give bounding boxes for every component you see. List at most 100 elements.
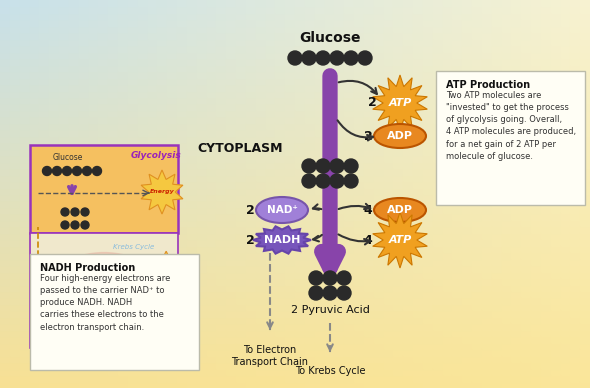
- Bar: [413, 102, 424, 110]
- Bar: [521, 309, 532, 317]
- Bar: [403, 199, 414, 207]
- Bar: [285, 258, 296, 265]
- Bar: [167, 128, 178, 136]
- Bar: [255, 212, 267, 220]
- Bar: [167, 232, 178, 239]
- Bar: [324, 31, 335, 39]
- Bar: [0, 251, 11, 259]
- Bar: [40, 102, 50, 110]
- Bar: [354, 381, 365, 388]
- Bar: [49, 83, 60, 90]
- Bar: [423, 70, 434, 78]
- Bar: [108, 322, 119, 330]
- Text: ATP: ATP: [388, 98, 412, 108]
- Bar: [177, 18, 188, 26]
- Bar: [49, 309, 60, 317]
- Bar: [354, 76, 365, 84]
- Bar: [394, 284, 404, 291]
- Bar: [373, 57, 385, 65]
- Bar: [59, 173, 70, 181]
- Bar: [521, 238, 532, 246]
- Bar: [128, 115, 139, 123]
- Bar: [413, 238, 424, 246]
- Bar: [373, 0, 385, 7]
- Bar: [571, 135, 581, 142]
- Bar: [19, 258, 31, 265]
- Bar: [266, 102, 276, 110]
- Bar: [187, 284, 198, 291]
- Bar: [295, 309, 306, 317]
- Bar: [128, 161, 139, 168]
- Bar: [442, 225, 453, 233]
- Bar: [502, 335, 512, 343]
- Bar: [49, 290, 60, 298]
- Circle shape: [330, 174, 344, 188]
- Bar: [59, 225, 70, 233]
- Bar: [0, 309, 11, 317]
- Bar: [206, 348, 217, 356]
- Bar: [531, 303, 542, 310]
- Bar: [19, 115, 31, 123]
- Bar: [394, 258, 404, 265]
- Bar: [266, 122, 276, 129]
- Bar: [10, 173, 21, 181]
- Bar: [148, 284, 158, 291]
- Bar: [502, 206, 512, 213]
- Bar: [305, 367, 316, 375]
- Bar: [10, 219, 21, 226]
- Bar: [108, 76, 119, 84]
- Bar: [59, 219, 70, 226]
- Bar: [344, 245, 355, 252]
- Bar: [266, 232, 276, 239]
- Bar: [276, 31, 286, 39]
- Bar: [403, 342, 414, 349]
- Bar: [226, 219, 237, 226]
- Bar: [403, 122, 414, 129]
- Bar: [148, 245, 158, 252]
- Bar: [236, 51, 247, 58]
- Bar: [246, 264, 257, 272]
- Bar: [19, 12, 31, 19]
- Bar: [472, 187, 483, 194]
- Bar: [482, 303, 493, 310]
- Bar: [255, 303, 267, 310]
- Bar: [276, 322, 286, 330]
- Bar: [472, 161, 483, 168]
- Text: Electron Transport: Electron Transport: [83, 313, 140, 318]
- Bar: [0, 381, 11, 388]
- Bar: [30, 167, 40, 175]
- Bar: [78, 270, 90, 278]
- Bar: [255, 135, 267, 142]
- Bar: [276, 335, 286, 343]
- Bar: [236, 64, 247, 71]
- Bar: [432, 18, 444, 26]
- Bar: [394, 173, 404, 181]
- Bar: [413, 309, 424, 317]
- Bar: [512, 329, 522, 336]
- Bar: [295, 173, 306, 181]
- Bar: [137, 316, 149, 323]
- Bar: [560, 361, 571, 369]
- Bar: [373, 219, 385, 226]
- Bar: [580, 303, 590, 310]
- Bar: [167, 12, 178, 19]
- Bar: [531, 102, 542, 110]
- Bar: [491, 225, 503, 233]
- Bar: [482, 374, 493, 381]
- Bar: [324, 154, 335, 162]
- Bar: [40, 187, 50, 194]
- Bar: [118, 296, 129, 304]
- Bar: [187, 355, 198, 362]
- Bar: [206, 12, 217, 19]
- Bar: [580, 141, 590, 149]
- Bar: [403, 232, 414, 239]
- Bar: [128, 322, 139, 330]
- Bar: [236, 141, 247, 149]
- Bar: [69, 122, 80, 129]
- Bar: [69, 193, 80, 201]
- Bar: [373, 38, 385, 45]
- Bar: [413, 219, 424, 226]
- Bar: [472, 309, 483, 317]
- Bar: [521, 270, 532, 278]
- Bar: [541, 193, 552, 201]
